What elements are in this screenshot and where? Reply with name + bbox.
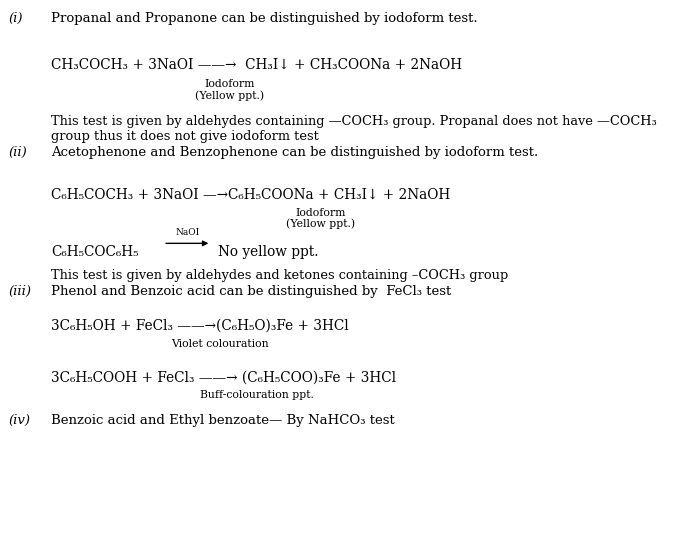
Text: Acetophenone and Benzophenone can be distinguished by iodoform test.: Acetophenone and Benzophenone can be dis… (51, 146, 539, 159)
Text: C₆H₅COC₆H₅: C₆H₅COC₆H₅ (51, 245, 139, 259)
Text: (i): (i) (8, 12, 23, 25)
Text: This test is given by aldehydes containing —COCH₃ group. Propanal does not have : This test is given by aldehydes containi… (51, 115, 657, 128)
Text: This test is given by aldehydes and ketones containing –COCH₃ group: This test is given by aldehydes and keto… (51, 269, 509, 282)
Text: Buff-colouration ppt.: Buff-colouration ppt. (200, 390, 314, 400)
Text: No yellow ppt.: No yellow ppt. (218, 245, 319, 259)
Text: (iv): (iv) (8, 414, 30, 427)
Text: (Yellow ppt.): (Yellow ppt.) (196, 90, 264, 101)
Text: Violet colouration: Violet colouration (171, 339, 268, 349)
Text: Phenol and Benzoic acid can be distinguished by  FeCl₃ test: Phenol and Benzoic acid can be distingui… (51, 285, 451, 298)
Text: (iii): (iii) (8, 285, 32, 298)
Text: Propanal and Propanone can be distinguished by iodoform test.: Propanal and Propanone can be distinguis… (51, 12, 478, 25)
Text: CH₃COCH₃ + 3NaOI ——→  CH₃I↓ + CH₃COONa + 2NaOH: CH₃COCH₃ + 3NaOI ——→ CH₃I↓ + CH₃COONa + … (51, 58, 462, 72)
Text: 3C₆H₅COOH + FeCl₃ ——→ (C₆H₅COO)₃Fe + 3HCl: 3C₆H₅COOH + FeCl₃ ——→ (C₆H₅COO)₃Fe + 3HC… (51, 371, 397, 385)
Text: (ii): (ii) (8, 146, 27, 159)
Text: Iodoform: Iodoform (296, 208, 346, 218)
Text: group thus it does not give iodoform test: group thus it does not give iodoform tes… (51, 130, 319, 143)
Text: NaOI: NaOI (175, 228, 200, 237)
Text: C₆H₅COCH₃ + 3NaOI —→C₆H₅COONa + CH₃I↓ + 2NaOH: C₆H₅COCH₃ + 3NaOI —→C₆H₅COONa + CH₃I↓ + … (51, 188, 451, 202)
Text: (Yellow ppt.): (Yellow ppt.) (287, 219, 355, 229)
Text: 3C₆H₅OH + FeCl₃ ——→(C₆H₅O)₃Fe + 3HCl: 3C₆H₅OH + FeCl₃ ——→(C₆H₅O)₃Fe + 3HCl (51, 319, 349, 333)
Text: Iodoform: Iodoform (204, 79, 255, 90)
Text: Benzoic acid and Ethyl benzoate— By NaHCO₃ test: Benzoic acid and Ethyl benzoate— By NaHC… (51, 414, 395, 427)
